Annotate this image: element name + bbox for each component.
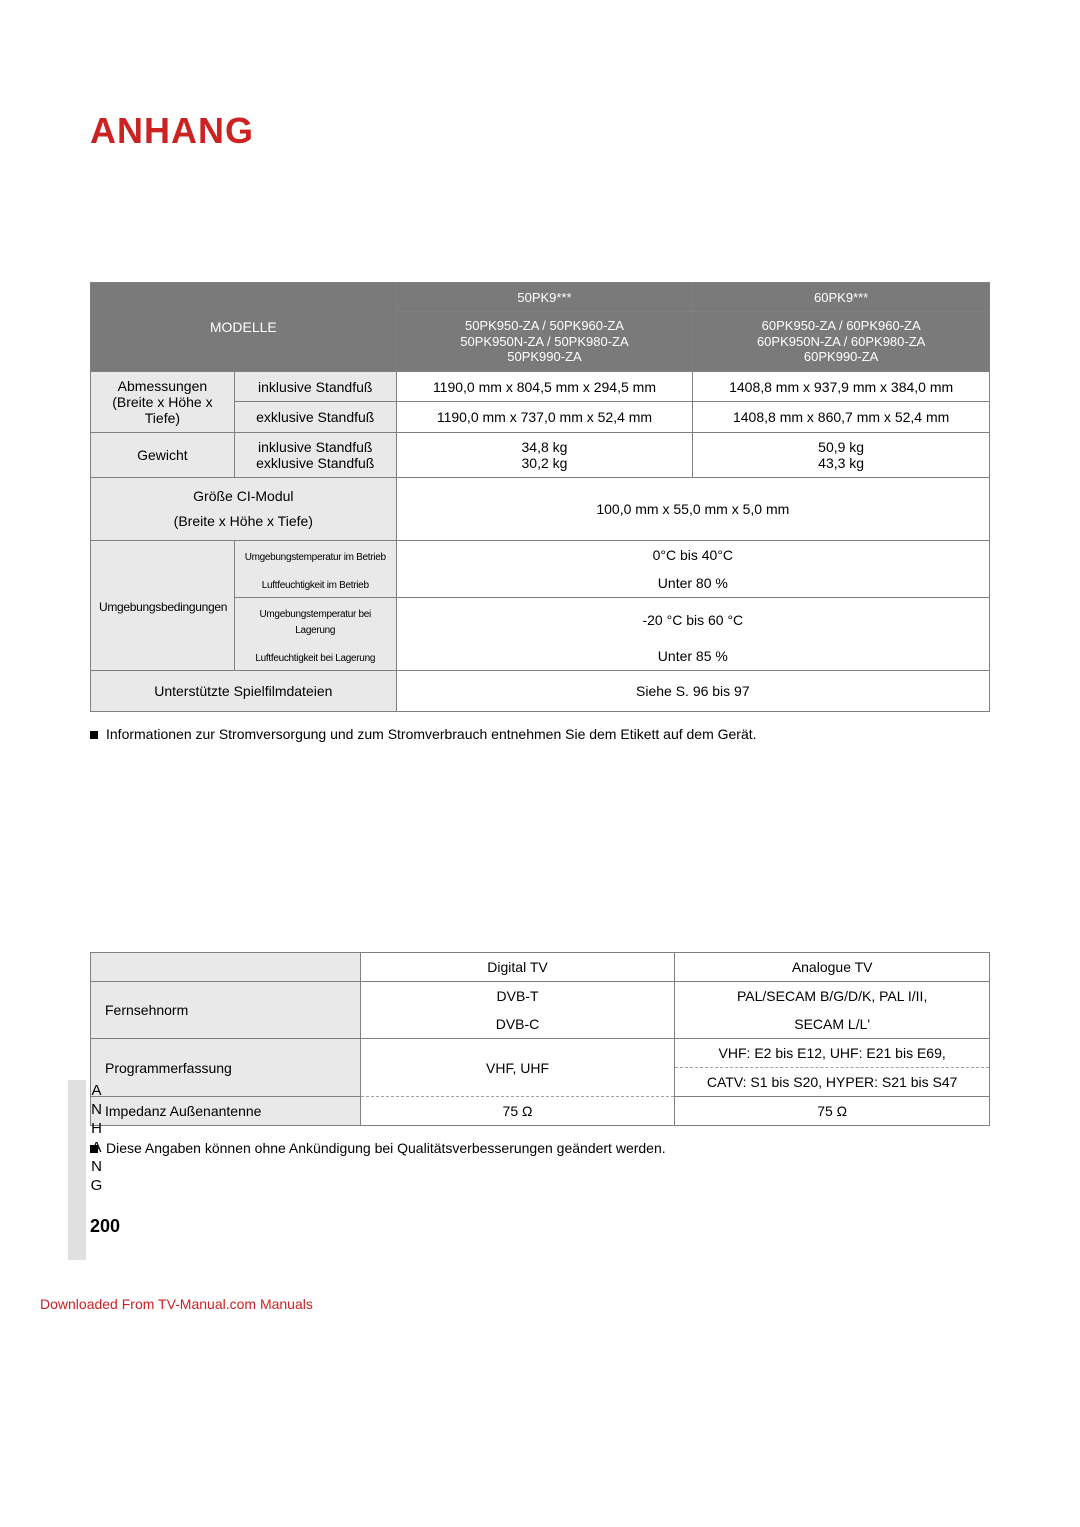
note-1: Informationen zur Stromversorgung und zu… (90, 726, 990, 742)
umg-r1: Umgebungstemperatur im Betrieb (234, 541, 396, 570)
umg-r3: Umgebungstemperatur bei Lagerung (234, 598, 396, 643)
specs-table-1: MODELLE 50PK9*** 60PK9*** 50PK950-ZA / 5… (90, 282, 990, 712)
series-60: 60PK9*** (693, 283, 990, 312)
abmessungen-label: Abmessungen (Breite x Höhe x Tiefe) (91, 371, 235, 432)
t2-empty-head (91, 953, 361, 982)
note-2: Diese Angaben können ohne Ankündigung be… (90, 1140, 990, 1156)
umg-r2: Luftfeuchtigkeit im Betrieb (234, 569, 396, 598)
t2-dvbt: DVB-T (360, 982, 675, 1011)
ci-val: 100,0 mm x 55,0 mm x 5,0 mm (396, 477, 989, 540)
t2-head-digital: Digital TV (360, 953, 675, 982)
t2-catv: CATV: S1 bis S20, HYPER: S21 bis S47 (675, 1068, 990, 1097)
abm-inkl-50: 1190,0 mm x 804,5 mm x 294,5 mm (396, 371, 693, 402)
inkl-stand-2: inklusive Standfuß (234, 432, 396, 455)
umg-v4: Unter 85 % (396, 642, 989, 671)
t2-75ohm-a: 75 Ω (675, 1097, 990, 1126)
umg-r4: Luftfeuchtigkeit bei Lagerung (234, 642, 396, 671)
umg-v2: Unter 80 % (396, 569, 989, 598)
t2-dvbc: DVB-C (360, 1010, 675, 1039)
umg-label: Umgebungsbedingungen (91, 541, 235, 671)
page-title: ANHANG (90, 110, 990, 152)
spiel-val: Siehe S. 96 bis 97 (396, 671, 989, 712)
abm-inkl-60: 1408,8 mm x 937,9 mm x 384,0 mm (693, 371, 990, 402)
t2-head-analogue: Analogue TV (675, 953, 990, 982)
series-50: 50PK9*** (396, 283, 693, 312)
gew-inkl-50: 34,8 kg (396, 432, 693, 455)
bullet-icon (90, 731, 98, 739)
modelle-header: MODELLE (91, 283, 397, 372)
t2-vhf-e2: VHF: E2 bis E12, UHF: E21 bis E69, (675, 1039, 990, 1068)
t2-impedanz: Impedanz Außenantenne (91, 1097, 361, 1126)
abm-exkl-60: 1408,8 mm x 860,7 mm x 52,4 mm (693, 402, 990, 433)
t2-fernsehnorm: Fernsehnorm (91, 982, 361, 1039)
variants-60: 60PK950-ZA / 60PK960-ZA 60PK950N-ZA / 60… (693, 312, 990, 372)
exkl-stand-2: exklusive Standfuß (234, 455, 396, 478)
spiel-label: Unterstützte Spielfilmdateien (91, 671, 397, 712)
specs-table-2: Digital TV Analogue TV Fernsehnorm DVB-T… (90, 952, 990, 1126)
download-link[interactable]: Downloaded From TV-Manual.com Manuals (40, 1296, 313, 1312)
variants-50: 50PK950-ZA / 50PK960-ZA 50PK950N-ZA / 50… (396, 312, 693, 372)
t2-secam: SECAM L/L' (675, 1010, 990, 1039)
abm-exkl-50: 1190,0 mm x 737,0 mm x 52,4 mm (396, 402, 693, 433)
ci-label: Größe CI-Modul (Breite x Höhe x Tiefe) (91, 477, 397, 540)
side-tab (68, 1080, 86, 1260)
exkl-stand-1: exklusive Standfuß (234, 402, 396, 433)
t2-programmerfassung: Programmerfassung (91, 1039, 361, 1097)
gewicht-label: Gewicht (91, 432, 235, 477)
page-number: 200 (90, 1216, 120, 1237)
gew-exkl-60: 43,3 kg (693, 455, 990, 478)
umg-v3: -20 °C bis 60 °C (396, 598, 989, 643)
gew-exkl-50: 30,2 kg (396, 455, 693, 478)
t2-vhfuhf: VHF, UHF (360, 1039, 675, 1097)
umg-v1: 0°C bis 40°C (396, 541, 989, 570)
side-label: ANHANG (88, 1082, 105, 1196)
gew-inkl-60: 50,9 kg (693, 432, 990, 455)
inkl-stand-1: inklusive Standfuß (234, 371, 396, 402)
t2-pal: PAL/SECAM B/G/D/K, PAL I/II, (675, 982, 990, 1011)
t2-75ohm-d: 75 Ω (360, 1097, 675, 1126)
